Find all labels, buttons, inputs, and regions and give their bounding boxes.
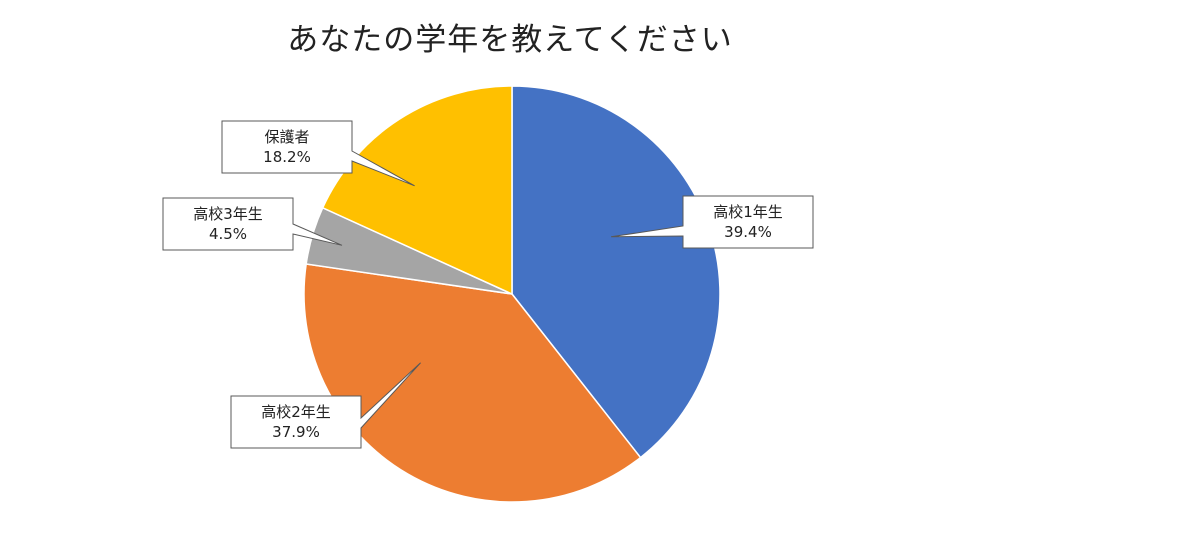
category-label: 高校3年生 — [193, 205, 263, 223]
chart-title: あなたの学年を教えてください — [287, 22, 733, 58]
value-label: 18.2% — [263, 148, 311, 166]
value-label: 4.5% — [209, 225, 247, 243]
pie-slice-2 — [303, 263, 642, 503]
category-label: 保護者 — [264, 128, 309, 146]
value-label: 37.9% — [272, 423, 320, 441]
data-label-1: 高校1年生 39.4% — [611, 195, 814, 249]
data-label-2: 高校2年生 37.9% — [230, 362, 421, 449]
data-labels: 高校1年生 39.4% 高校2年生 37.9% 高校3年生 4.5% 保護者 18.2% — [162, 120, 814, 449]
category-label: 高校1年生 — [713, 203, 783, 221]
pie-slice-4 — [321, 85, 513, 296]
callout-box — [221, 120, 415, 187]
value-label: 39.4% — [724, 223, 772, 241]
category-label: 高校2年生 — [261, 403, 331, 421]
data-label-4: 保護者 18.2% — [221, 120, 415, 187]
data-label-3: 高校3年生 4.5% — [162, 197, 343, 251]
pie-slices — [303, 85, 721, 503]
callout-box — [230, 362, 421, 449]
callout-box — [611, 195, 814, 249]
callout-box — [162, 197, 343, 251]
